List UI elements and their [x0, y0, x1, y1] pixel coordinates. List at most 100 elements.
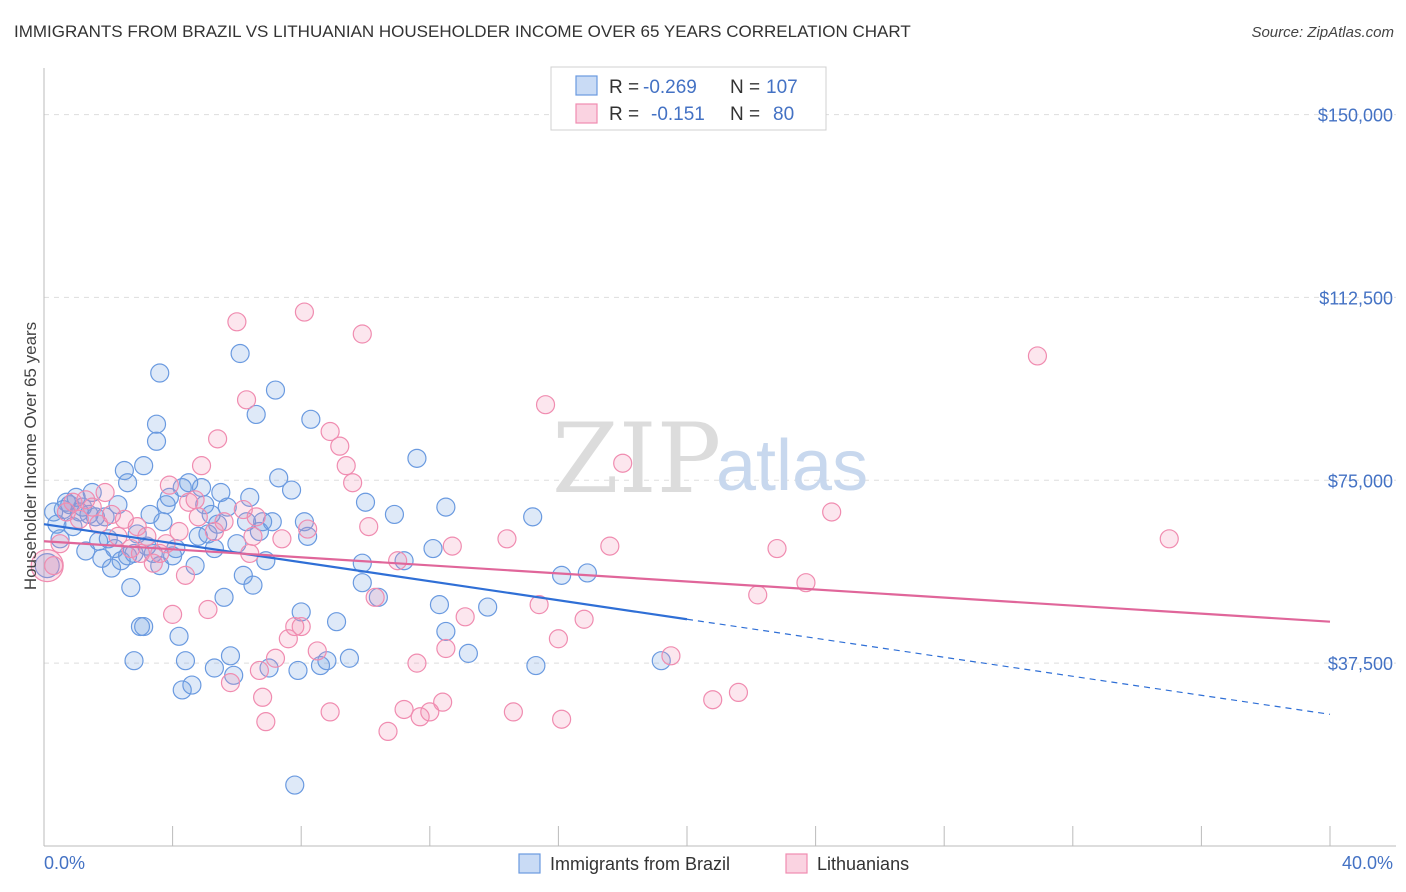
- watermark: ZIP atlas: [552, 403, 868, 515]
- x-tick-label-min: 0.0%: [44, 853, 85, 873]
- point-brazil: [436, 621, 456, 642]
- point-brazil: [114, 460, 134, 481]
- point-lithuanians: [767, 538, 787, 559]
- point-brazil: [182, 675, 202, 695]
- point-lithuanians: [600, 536, 620, 556]
- point-brazil: [384, 504, 405, 525]
- point-brazil: [169, 626, 189, 646]
- legend-n-value-brazil: 107: [766, 77, 798, 98]
- point-lithuanians: [236, 390, 257, 410]
- source-label: Source: ZipAtlas.com: [1251, 24, 1394, 41]
- point-brazil: [458, 643, 478, 663]
- point-lithuanians: [137, 526, 157, 546]
- point-lithuanians: [214, 512, 234, 532]
- legend: R = -0.269 N = 107 R = -0.151 N = 80: [550, 66, 827, 131]
- legend-r-label-brazil: R =: [609, 77, 639, 98]
- point-brazil: [233, 565, 253, 585]
- point-lithuanians: [294, 302, 315, 322]
- point-lithuanians: [1027, 346, 1048, 366]
- point-brazil: [217, 497, 237, 517]
- point-brazil: [121, 577, 141, 598]
- point-lithuanians: [574, 609, 594, 629]
- point-lithuanians: [227, 312, 247, 332]
- point-brazil: [326, 612, 347, 632]
- point-lithuanians: [285, 616, 305, 637]
- point-brazil: [339, 648, 360, 668]
- point-lithuanians: [127, 517, 147, 537]
- point-lithuanians: [298, 519, 318, 539]
- axes: [43, 68, 1396, 847]
- series-lithuanians-points: [30, 302, 1179, 742]
- point-lithuanians: [320, 702, 340, 722]
- point-lithuanians: [503, 702, 523, 722]
- point-brazil: [478, 597, 498, 617]
- point-lithuanians: [378, 721, 398, 742]
- point-brazil: [92, 548, 112, 568]
- y-tick-label: $112,500: [1319, 288, 1393, 308]
- point-brazil: [523, 507, 543, 527]
- point-brazil: [651, 651, 671, 671]
- point-lithuanians: [204, 521, 224, 542]
- y-tick-label: $75,000: [1328, 471, 1393, 491]
- point-lithuanians: [613, 453, 633, 473]
- point-brazil: [526, 655, 546, 676]
- bottom-legend-label-lithuanians: Lithuanians: [817, 854, 909, 874]
- point-brazil: [195, 495, 215, 515]
- point-lithuanians: [388, 551, 408, 571]
- trend-line-brazil: [43, 523, 688, 621]
- point-lithuanians: [249, 660, 270, 681]
- x-tick-label-max: 40.0%: [1342, 853, 1393, 873]
- watermark-atlas: atlas: [716, 426, 868, 506]
- point-brazil: [429, 595, 450, 615]
- point-lithuanians: [548, 629, 569, 649]
- point-lithuanians: [748, 585, 768, 605]
- point-lithuanians: [272, 529, 292, 549]
- legend-swatch-brazil: [575, 75, 598, 96]
- point-lithuanians: [529, 595, 549, 615]
- bottom-legend-label-brazil: Immigrants from Brazil: [550, 854, 730, 874]
- legend-n-label-lithuanians: N =: [730, 104, 760, 125]
- point-brazil: [146, 431, 167, 451]
- point-brazil: [117, 473, 138, 493]
- point-lithuanians: [320, 421, 340, 442]
- point-brazil: [124, 651, 144, 671]
- point-lithuanians: [1159, 529, 1179, 549]
- legend-r-value-lithuanians: -0.151: [651, 104, 705, 125]
- legend-swatch-lithuanians: [575, 103, 598, 124]
- point-lithuanians: [163, 604, 183, 624]
- y-axis-label: Householder Income Over 65 years: [21, 322, 40, 590]
- point-brazil: [146, 414, 167, 434]
- point-brazil: [281, 480, 302, 500]
- point-brazil: [243, 575, 263, 595]
- point-lithuanians: [130, 543, 151, 564]
- point-lithuanians: [336, 456, 356, 476]
- point-lithuanians: [253, 687, 273, 707]
- bottom-legend-swatch-lithuanians: [785, 853, 808, 874]
- point-lithuanians: [76, 490, 96, 510]
- point-lithuanians: [728, 682, 749, 703]
- point-lithuanians: [208, 429, 228, 449]
- point-brazil: [34, 553, 60, 579]
- point-lithuanians: [30, 549, 64, 583]
- legend-r-value-brazil: -0.269: [643, 77, 697, 98]
- point-brazil: [179, 473, 199, 493]
- point-brazil: [265, 380, 286, 400]
- point-lithuanians: [330, 436, 350, 456]
- point-brazil: [240, 487, 260, 507]
- point-brazil: [175, 651, 196, 671]
- point-lithuanians: [535, 395, 556, 415]
- point-lithuanians: [265, 648, 286, 668]
- y-tick-labels: $37,500 $75,000 $112,500 $150,000: [1318, 106, 1393, 675]
- point-brazil: [76, 541, 96, 561]
- y-tick-label: $150,000: [1318, 106, 1393, 126]
- watermark-zip: ZIP: [552, 403, 721, 515]
- point-brazil: [204, 658, 224, 678]
- point-lithuanians: [256, 712, 276, 732]
- point-lithuanians: [291, 616, 311, 637]
- bottom-legend: Immigrants from Brazil Lithuanians: [518, 853, 909, 874]
- point-brazil: [230, 343, 250, 364]
- point-lithuanians: [394, 699, 414, 720]
- point-lithuanians: [169, 521, 189, 542]
- point-lithuanians: [365, 587, 385, 607]
